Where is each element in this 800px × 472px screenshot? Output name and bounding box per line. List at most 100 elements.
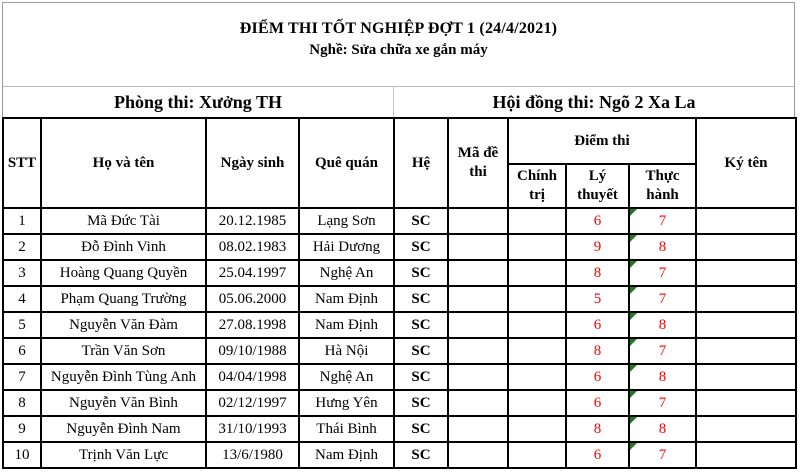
cell-ma-de-thi[interactable] (447, 337, 509, 365)
cell-ma-de-thi[interactable] (447, 259, 509, 287)
cell-he[interactable]: SC (393, 415, 449, 443)
cell-dob[interactable]: 09/10/1988 (205, 337, 300, 365)
cell-he[interactable]: SC (393, 233, 449, 261)
cell-stt[interactable]: 4 (2, 285, 42, 313)
cell-ky-ten[interactable] (695, 285, 797, 313)
cell-ma-de-thi[interactable] (447, 311, 509, 339)
cell-he[interactable]: SC (393, 389, 449, 417)
cell-stt[interactable]: 3 (2, 259, 42, 287)
cell-ma-de-thi[interactable] (447, 363, 509, 391)
cell-ky-ten[interactable] (695, 363, 797, 391)
cell-dob[interactable]: 31/10/1993 (205, 415, 300, 443)
cell-thuc-hanh[interactable]: 8 (628, 363, 697, 391)
cell-name[interactable]: Đỗ Đình Vinh (40, 233, 207, 261)
cell-chinh-tri[interactable] (507, 441, 567, 469)
cell-hometown[interactable]: Hưng Yên (298, 389, 395, 417)
cell-ly-thuyet[interactable]: 8 (565, 337, 630, 365)
cell-ma-de-thi[interactable] (447, 233, 509, 261)
cell-chinh-tri[interactable] (507, 415, 567, 443)
cell-thuc-hanh[interactable]: 7 (628, 441, 697, 469)
cell-name[interactable]: Hoàng Quang Quyền (40, 259, 207, 287)
cell-chinh-tri[interactable] (507, 389, 567, 417)
cell-stt[interactable]: 9 (2, 415, 42, 443)
cell-ly-thuyet[interactable]: 6 (565, 311, 630, 339)
cell-ly-thuyet[interactable]: 9 (565, 233, 630, 261)
cell-ky-ten[interactable] (695, 337, 797, 365)
cell-he[interactable]: SC (393, 441, 449, 469)
cell-ly-thuyet[interactable]: 6 (565, 389, 630, 417)
cell-chinh-tri[interactable] (507, 311, 567, 339)
cell-chinh-tri[interactable] (507, 363, 567, 391)
cell-dob[interactable]: 08.02.1983 (205, 233, 300, 261)
cell-ma-de-thi[interactable] (447, 441, 509, 469)
cell-hometown[interactable]: Hà Nội (298, 337, 395, 365)
cell-ky-ten[interactable] (695, 389, 797, 417)
cell-he[interactable]: SC (393, 337, 449, 365)
cell-hometown[interactable]: Hải Dương (298, 233, 395, 261)
cell-dob[interactable]: 05.06.2000 (205, 285, 300, 313)
cell-dob[interactable]: 25.04.1997 (205, 259, 300, 287)
cell-stt[interactable]: 1 (2, 207, 42, 235)
cell-ky-ten[interactable] (695, 441, 797, 469)
cell-chinh-tri[interactable] (507, 207, 567, 235)
cell-he[interactable]: SC (393, 363, 449, 391)
cell-hometown[interactable]: Thái Bình (298, 415, 395, 443)
cell-chinh-tri[interactable] (507, 337, 567, 365)
cell-chinh-tri[interactable] (507, 285, 567, 313)
cell-hometown[interactable]: Nghệ An (298, 363, 395, 391)
cell-ma-de-thi[interactable] (447, 389, 509, 417)
cell-ky-ten[interactable] (695, 259, 797, 287)
cell-name[interactable]: Nguyễn Đình Nam (40, 415, 207, 443)
cell-name[interactable]: Trần Văn Sơn (40, 337, 207, 365)
cell-he[interactable]: SC (393, 285, 449, 313)
cell-thuc-hanh[interactable]: 7 (628, 337, 697, 365)
cell-ky-ten[interactable] (695, 207, 797, 235)
cell-thuc-hanh[interactable]: 7 (628, 285, 697, 313)
cell-name[interactable]: Nguyễn Văn Đàm (40, 311, 207, 339)
cell-thuc-hanh[interactable]: 7 (628, 207, 697, 235)
cell-ky-ten[interactable] (695, 233, 797, 261)
cell-name[interactable]: Nguyễn Đình Tùng Anh (40, 363, 207, 391)
cell-stt[interactable]: 5 (2, 311, 42, 339)
cell-ly-thuyet[interactable]: 6 (565, 441, 630, 469)
cell-ky-ten[interactable] (695, 311, 797, 339)
cell-chinh-tri[interactable] (507, 259, 567, 287)
cell-ma-de-thi[interactable] (447, 415, 509, 443)
cell-thuc-hanh[interactable]: 7 (628, 259, 697, 287)
cell-hometown[interactable]: Nghệ An (298, 259, 395, 287)
cell-hometown[interactable]: Nam Định (298, 311, 395, 339)
cell-ma-de-thi[interactable] (447, 285, 509, 313)
cell-stt[interactable]: 2 (2, 233, 42, 261)
cell-dob[interactable]: 02/12/1997 (205, 389, 300, 417)
cell-ly-thuyet[interactable]: 6 (565, 207, 630, 235)
cell-ly-thuyet[interactable]: 8 (565, 415, 630, 443)
cell-he[interactable]: SC (393, 259, 449, 287)
cell-ma-de-thi[interactable] (447, 207, 509, 235)
cell-ly-thuyet[interactable]: 6 (565, 363, 630, 391)
cell-ly-thuyet[interactable]: 5 (565, 285, 630, 313)
cell-thuc-hanh[interactable]: 8 (628, 233, 697, 261)
cell-chinh-tri[interactable] (507, 233, 567, 261)
cell-dob[interactable]: 13/6/1980 (205, 441, 300, 469)
cell-ky-ten[interactable] (695, 415, 797, 443)
cell-hometown[interactable]: Nam Định (298, 441, 395, 469)
cell-stt[interactable]: 10 (2, 441, 42, 469)
cell-stt[interactable]: 7 (2, 363, 42, 391)
cell-he[interactable]: SC (393, 207, 449, 235)
cell-thuc-hanh[interactable]: 8 (628, 311, 697, 339)
cell-hometown[interactable]: Nam Định (298, 285, 395, 313)
cell-ly-thuyet[interactable]: 8 (565, 259, 630, 287)
cell-stt[interactable]: 6 (2, 337, 42, 365)
cell-dob[interactable]: 27.08.1998 (205, 311, 300, 339)
cell-thuc-hanh[interactable]: 7 (628, 389, 697, 417)
cell-thuc-hanh[interactable]: 8 (628, 415, 697, 443)
cell-name[interactable]: Trịnh Văn Lực (40, 441, 207, 469)
cell-name[interactable]: Mã Đức Tài (40, 207, 207, 235)
cell-name[interactable]: Nguyễn Văn Bình (40, 389, 207, 417)
cell-he[interactable]: SC (393, 311, 449, 339)
cell-stt[interactable]: 8 (2, 389, 42, 417)
cell-dob[interactable]: 20.12.1985 (205, 207, 300, 235)
cell-dob[interactable]: 04/04/1998 (205, 363, 300, 391)
cell-hometown[interactable]: Lạng Sơn (298, 207, 395, 235)
cell-name[interactable]: Phạm Quang Trường (40, 285, 207, 313)
